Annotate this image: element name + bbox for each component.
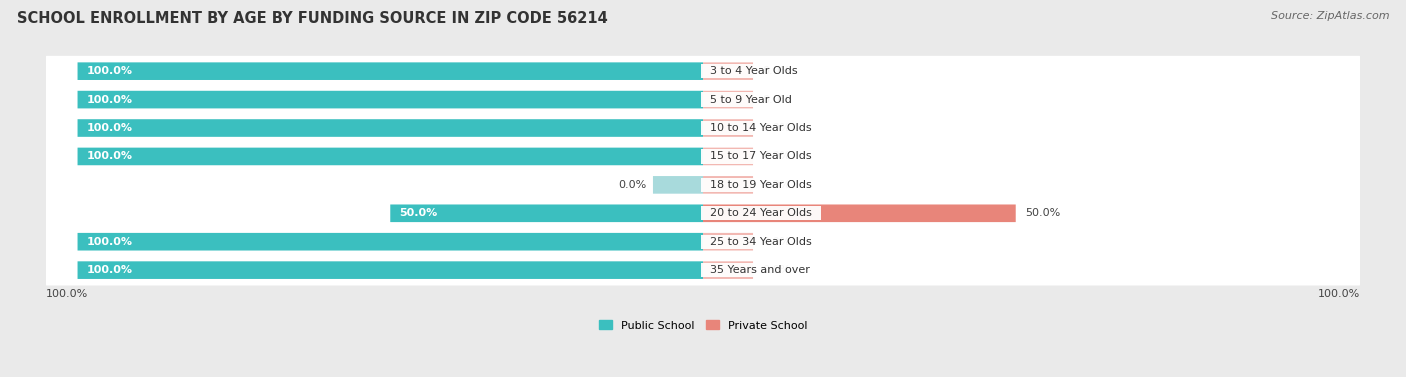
Text: 0.0%: 0.0% — [762, 66, 790, 76]
FancyBboxPatch shape — [703, 261, 754, 279]
FancyBboxPatch shape — [652, 176, 703, 194]
Text: 3 to 4 Year Olds: 3 to 4 Year Olds — [703, 66, 804, 76]
FancyBboxPatch shape — [46, 170, 1360, 200]
Text: 15 to 17 Year Olds: 15 to 17 Year Olds — [703, 152, 818, 161]
FancyBboxPatch shape — [703, 91, 754, 109]
FancyBboxPatch shape — [703, 176, 754, 194]
FancyBboxPatch shape — [46, 226, 1360, 257]
Text: 10 to 14 Year Olds: 10 to 14 Year Olds — [703, 123, 818, 133]
FancyBboxPatch shape — [77, 91, 703, 109]
Text: 50.0%: 50.0% — [1025, 208, 1060, 218]
FancyBboxPatch shape — [46, 56, 1360, 87]
FancyBboxPatch shape — [46, 141, 1360, 172]
FancyBboxPatch shape — [391, 204, 703, 222]
FancyBboxPatch shape — [46, 84, 1360, 115]
Text: 100.0%: 100.0% — [87, 152, 134, 161]
Text: 100.0%: 100.0% — [87, 95, 134, 104]
Legend: Public School, Private School: Public School, Private School — [595, 316, 811, 335]
Text: 18 to 19 Year Olds: 18 to 19 Year Olds — [703, 180, 818, 190]
FancyBboxPatch shape — [77, 119, 703, 137]
Text: 0.0%: 0.0% — [762, 152, 790, 161]
Text: 100.0%: 100.0% — [87, 265, 134, 275]
Text: 0.0%: 0.0% — [762, 95, 790, 104]
Text: 0.0%: 0.0% — [762, 180, 790, 190]
Text: Source: ZipAtlas.com: Source: ZipAtlas.com — [1271, 11, 1389, 21]
FancyBboxPatch shape — [703, 119, 754, 137]
FancyBboxPatch shape — [77, 148, 703, 165]
Text: 0.0%: 0.0% — [762, 123, 790, 133]
Text: 20 to 24 Year Olds: 20 to 24 Year Olds — [703, 208, 818, 218]
FancyBboxPatch shape — [703, 148, 754, 165]
FancyBboxPatch shape — [77, 62, 703, 80]
Text: 0.0%: 0.0% — [762, 265, 790, 275]
Text: 100.0%: 100.0% — [46, 289, 89, 299]
FancyBboxPatch shape — [703, 62, 754, 80]
Text: 100.0%: 100.0% — [87, 66, 134, 76]
FancyBboxPatch shape — [77, 261, 703, 279]
Text: 5 to 9 Year Old: 5 to 9 Year Old — [703, 95, 799, 104]
FancyBboxPatch shape — [46, 198, 1360, 228]
Text: 0.0%: 0.0% — [619, 180, 647, 190]
FancyBboxPatch shape — [46, 113, 1360, 143]
Text: 100.0%: 100.0% — [1317, 289, 1360, 299]
Text: 100.0%: 100.0% — [87, 237, 134, 247]
FancyBboxPatch shape — [77, 233, 703, 251]
Text: 0.0%: 0.0% — [762, 237, 790, 247]
Text: 100.0%: 100.0% — [87, 123, 134, 133]
Text: SCHOOL ENROLLMENT BY AGE BY FUNDING SOURCE IN ZIP CODE 56214: SCHOOL ENROLLMENT BY AGE BY FUNDING SOUR… — [17, 11, 607, 26]
FancyBboxPatch shape — [46, 255, 1360, 285]
Text: 35 Years and over: 35 Years and over — [703, 265, 817, 275]
FancyBboxPatch shape — [703, 204, 1015, 222]
Text: 50.0%: 50.0% — [399, 208, 437, 218]
Text: 25 to 34 Year Olds: 25 to 34 Year Olds — [703, 237, 818, 247]
FancyBboxPatch shape — [703, 233, 754, 251]
